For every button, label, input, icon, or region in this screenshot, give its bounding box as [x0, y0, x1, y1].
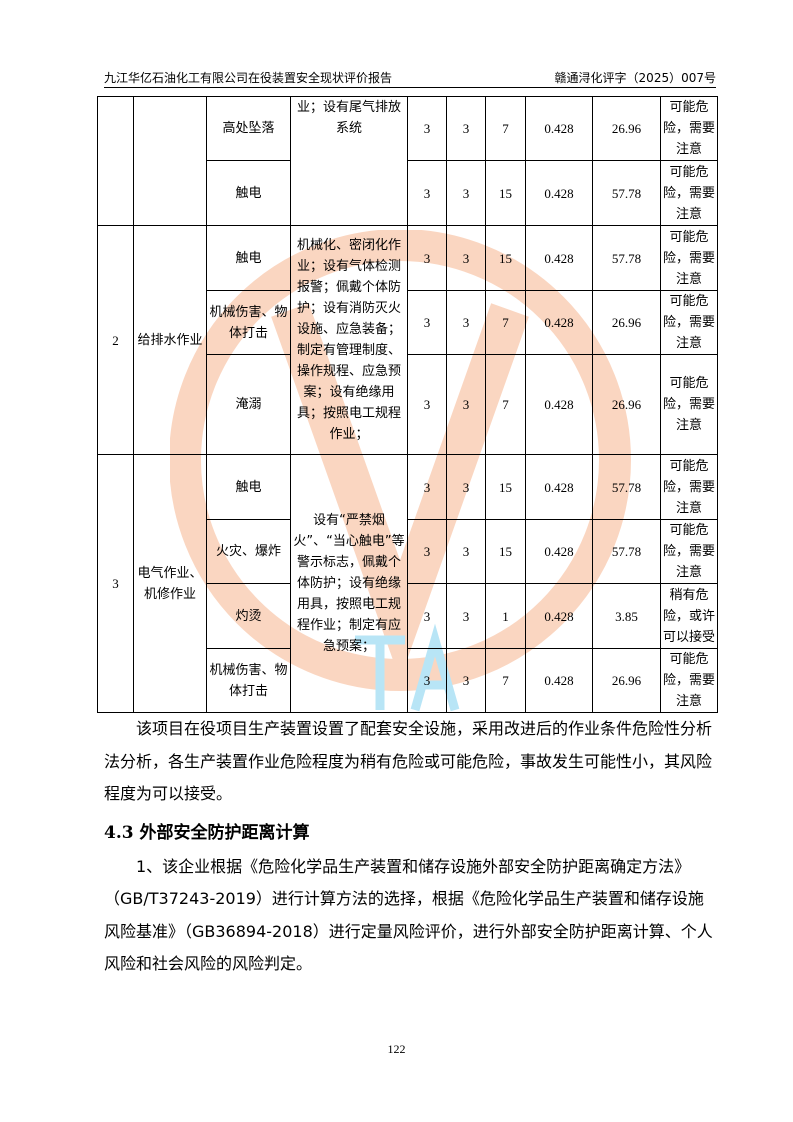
cell-level: 可能危险，需要注意 — [660, 225, 718, 291]
cell-E: 3 — [446, 454, 486, 520]
cell-E: 3 — [446, 583, 486, 649]
section-heading: 4.3 外部安全防护距离计算 — [104, 822, 310, 843]
cell-C: 7 — [485, 648, 526, 713]
cell-level: 可能危险，需要注意 — [660, 648, 718, 713]
cell-D: 3.85 — [592, 583, 661, 649]
cell-L: 3 — [407, 583, 447, 649]
paragraph-distance: 1、该企业根据《危险化学品生产装置和储存设施外部安全防护距离确定方法》（GB/T… — [104, 856, 713, 974]
cell-level: 可能危险，需要注意 — [660, 96, 718, 161]
table-row: 火灾、爆炸 3 3 15 0.428 57.78 可能危险，需要注意 — [98, 519, 718, 584]
table-row: 高处坠落 业；设有尾气排放系统 3 3 7 0.428 26.96 可能危险，需要注意 — [97, 96, 718, 226]
cell-measures: 机械化、密闭化作业；设有气体检测报警；佩戴个体防护；设有消防灭火设施、应急装备；… — [290, 225, 408, 455]
cell-L: 3 — [407, 454, 447, 520]
cell-k: 0.428 — [525, 225, 593, 291]
page-header: 九江华亿石油化工有限公司在役装置安全现状评价报告 赣通浔化评字（2025）007… — [104, 67, 716, 88]
cell-C: 7 — [485, 290, 526, 355]
cell-L: 3 — [407, 290, 447, 355]
table-row: 触电 3 3 15 0.428 57.78 可能危险，需要注意 — [98, 160, 718, 226]
cell-hazard: 机械伤害、物体打击 — [206, 648, 291, 713]
cell-C: 15 — [485, 454, 526, 520]
cell-hazard: 高处坠落 — [206, 96, 291, 161]
paragraph-conclusion: 该项目在役项目生产装置设置了配套安全设施，采用改进后的作业条件危险性分析法分析，… — [104, 719, 713, 803]
cell-L: 3 — [407, 519, 447, 584]
cell-level: 可能危险，需要注意 — [660, 454, 718, 520]
cell-C: 15 — [485, 519, 526, 584]
cell-L: 3 — [407, 96, 447, 161]
page-body: 高处坠落 业；设有尾气排放系统 3 3 7 0.428 26.96 可能危险，需要注意 触电 3 3… — [97, 96, 718, 981]
cell-hazard: 触电 — [206, 454, 291, 520]
table-row: 淹溺 3 3 7 0.428 26.96 可能危险，需要注意 — [98, 354, 718, 455]
cell-L: 3 — [407, 160, 447, 226]
cell-D: 26.96 — [592, 354, 661, 455]
cell-no: 2 — [97, 225, 134, 455]
cell-D: 57.78 — [592, 519, 661, 584]
cell-D: 57.78 — [592, 454, 661, 520]
cell-hazard: 触电 — [206, 225, 291, 291]
cell-D: 26.96 — [592, 290, 661, 355]
cell-E: 3 — [446, 96, 486, 161]
cell-hazard: 触电 — [206, 160, 291, 226]
cell-hazard: 火灾、爆炸 — [206, 519, 291, 584]
cell-C: 15 — [485, 160, 526, 226]
cell-hazard: 淹溺 — [206, 354, 291, 455]
cell-L: 3 — [407, 225, 447, 291]
cell-E: 3 — [446, 519, 486, 584]
cell-D: 57.78 — [592, 225, 661, 291]
report-title: 九江华亿石油化工有限公司在役装置安全现状评价报告 — [104, 71, 393, 85]
cell-job — [133, 96, 207, 226]
cell-C: 7 — [485, 96, 526, 161]
cell-k: 0.428 — [525, 96, 593, 161]
cell-job: 给排水作业 — [133, 225, 207, 455]
cell-k: 0.428 — [525, 354, 593, 455]
table-row: 2 给排水作业 触电 机械化、密闭化作业；设有气体检测报警；佩戴个体防护；设有消防灭火… — [97, 225, 718, 455]
cell-D: 57.78 — [592, 160, 661, 226]
cell-C: 1 — [485, 583, 526, 649]
cell-no — [97, 96, 134, 226]
cell-job: 电气作业、机修作业 — [133, 454, 207, 713]
page-number: 122 — [387, 1042, 406, 1056]
cell-no: 3 — [97, 454, 134, 713]
table-row: 机械伤害、物体打击 3 3 7 0.428 26.96 可能危险，需要注意 — [98, 290, 718, 355]
cell-level: 可能危险，需要注意 — [660, 519, 718, 584]
cell-level: 可能危险，需要注意 — [660, 290, 718, 355]
cell-L: 3 — [407, 648, 447, 713]
cell-k: 0.428 — [525, 160, 593, 226]
cell-D: 26.96 — [592, 648, 661, 713]
cell-k: 0.428 — [525, 290, 593, 355]
table-row: 3 电气作业、机修作业 触电 设有“严禁烟火”、“当心触电”等警示标志，佩戴个体防护；… — [97, 454, 718, 713]
cell-E: 3 — [446, 160, 486, 226]
cell-E: 3 — [446, 354, 486, 455]
cell-hazard: 机械伤害、物体打击 — [206, 290, 291, 355]
cell-level: 稍有危险，或许可以接受 — [660, 583, 718, 649]
risk-table: 高处坠落 业；设有尾气排放系统 3 3 7 0.428 26.96 可能危险，需要注意 触电 3 3… — [97, 96, 718, 713]
cell-D: 26.96 — [592, 96, 661, 161]
cell-level: 可能危险，需要注意 — [660, 354, 718, 455]
cell-level: 可能危险，需要注意 — [660, 160, 718, 226]
cell-k: 0.428 — [525, 583, 593, 649]
cell-k: 0.428 — [525, 519, 593, 584]
table-row: 机械伤害、物体打击 3 3 7 0.428 26.96 可能危险，需要注意 — [98, 648, 718, 713]
document-number: 赣通浔化评字（2025）007号 — [554, 71, 716, 85]
cell-E: 3 — [446, 648, 486, 713]
cell-measures: 设有“严禁烟火”、“当心触电”等警示标志，佩戴个体防护；设有绝缘用具，按照电工规… — [290, 454, 408, 713]
table-row: 灼烫 3 3 1 0.428 3.85 稍有危险，或许可以接受 — [98, 583, 718, 649]
cell-E: 3 — [446, 290, 486, 355]
cell-C: 15 — [485, 225, 526, 291]
cell-k: 0.428 — [525, 648, 593, 713]
cell-E: 3 — [446, 225, 486, 291]
cell-L: 3 — [407, 354, 447, 455]
cell-measures: 业；设有尾气排放系统 — [290, 96, 408, 226]
cell-C: 7 — [485, 354, 526, 455]
cell-k: 0.428 — [525, 454, 593, 520]
cell-hazard: 灼烫 — [206, 583, 291, 649]
